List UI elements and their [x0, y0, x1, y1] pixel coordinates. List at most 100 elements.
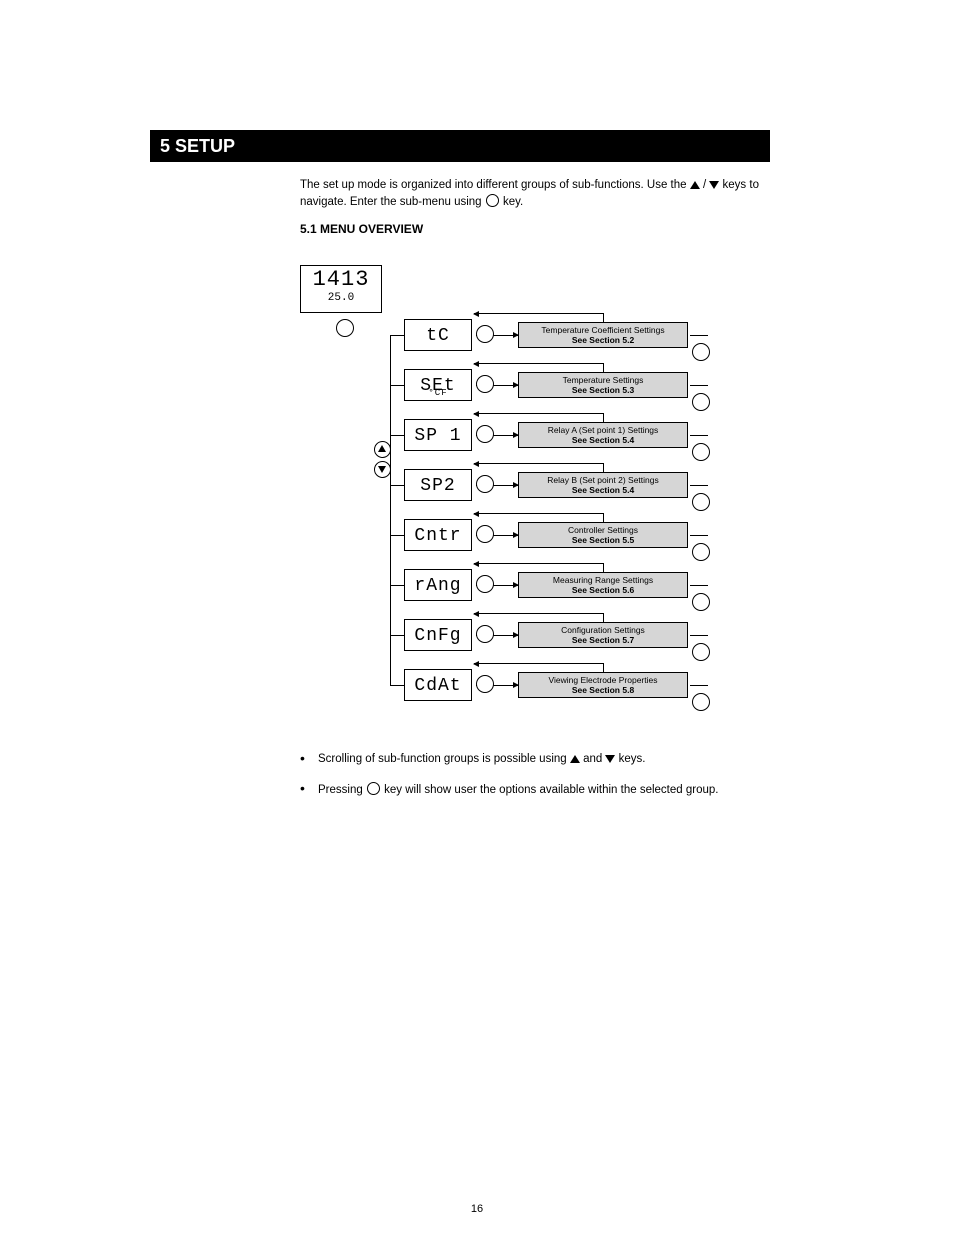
enter-icon	[692, 493, 710, 511]
list-item: • Scrolling of sub-function groups is po…	[300, 752, 770, 768]
return-arrow-line	[474, 613, 604, 614]
note-text: Scrolling of sub-function groups is poss…	[318, 752, 646, 768]
enter-icon	[476, 425, 494, 443]
connector-line	[690, 635, 708, 636]
enter-icon	[476, 675, 494, 693]
menu-description-see: See Section 5.4	[519, 435, 687, 445]
enter-icon	[476, 325, 494, 343]
menu-row: rAng Measuring Range Settings See Sectio…	[390, 569, 408, 603]
enter-icon	[476, 525, 494, 543]
menu-description-pill: Temperature Settings See Section 5.3	[518, 372, 688, 398]
return-arrow-line	[474, 463, 604, 464]
connector-line	[390, 685, 404, 686]
return-arrow-line	[474, 313, 604, 314]
menu-description-title: Temperature Settings	[563, 375, 644, 385]
connector-line	[690, 435, 708, 436]
enter-icon	[476, 575, 494, 593]
return-arrow-line	[474, 413, 604, 414]
menu-description-see: See Section 5.7	[519, 635, 687, 645]
connector-line	[690, 535, 708, 536]
section-header-text: 5 SETUP	[160, 136, 235, 156]
enter-icon	[476, 475, 494, 493]
connector-line	[390, 635, 404, 636]
menu-description-title: Temperature Coefficient Settings	[541, 325, 664, 335]
enter-icon	[692, 593, 710, 611]
enter-icon	[692, 643, 710, 661]
menu-description-see: See Section 5.5	[519, 535, 687, 545]
enter-icon	[692, 543, 710, 561]
enter-icon	[476, 375, 494, 393]
return-arrow-line	[474, 363, 604, 364]
intro-paragraph: The set up mode is organized into differ…	[300, 178, 770, 210]
connector-line	[690, 585, 708, 586]
menu-row: Cntr Controller Settings See Section 5.5	[390, 519, 408, 553]
connector-line	[390, 335, 404, 336]
menu-description-pill: Temperature Coefficient Settings See Sec…	[518, 322, 688, 348]
menu-row: CnFg Configuration Settings See Section …	[390, 619, 408, 653]
enter-icon	[692, 443, 710, 461]
connector-line	[690, 685, 708, 686]
menu-code-box: CnFg	[404, 619, 472, 651]
menu-description-pill: Configuration Settings See Section 5.7	[518, 622, 688, 648]
display-sub-value: 25.0	[301, 292, 381, 304]
menu-code-box: SP2	[404, 469, 472, 501]
connector-line	[690, 335, 708, 336]
enter-icon	[692, 393, 710, 411]
menu-row: SP 1 Relay A (Set point 1) Settings See …	[390, 419, 408, 453]
arrow-down-icon	[374, 461, 391, 478]
menu-code-box: Cntr	[404, 519, 472, 551]
bullet-icon: •	[300, 782, 318, 799]
menu-code-box: CdAt	[404, 669, 472, 701]
connector-line	[690, 385, 708, 386]
enter-icon	[692, 343, 710, 361]
menu-description-title: Relay A (Set point 1) Settings	[548, 425, 659, 435]
page-number: 16	[0, 1203, 954, 1215]
menu-code-box: SEt °CF	[404, 369, 472, 401]
list-item: • Pressing key will show user the option…	[300, 782, 770, 799]
menu-row: SP2 Relay B (Set point 2) Settings See S…	[390, 469, 408, 503]
menu-code-box: rAng	[404, 569, 472, 601]
menu-description-pill: Relay A (Set point 1) Settings See Secti…	[518, 422, 688, 448]
menu-description-pill: Measuring Range Settings See Section 5.6	[518, 572, 688, 598]
menu-overview-diagram: 1413 25.0 tC Temperature Coefficient Set…	[300, 265, 760, 725]
menu-description-see: See Section 5.2	[519, 335, 687, 345]
menu-description-see: See Section 5.6	[519, 585, 687, 595]
connector-line	[390, 535, 404, 536]
notes-list: • Scrolling of sub-function groups is po…	[300, 752, 770, 812]
menu-description-title: Viewing Electrode Properties	[549, 675, 658, 685]
enter-icon	[336, 319, 354, 337]
enter-icon	[692, 693, 710, 711]
measurement-display-box: 1413 25.0	[300, 265, 382, 313]
menu-row: tC Temperature Coefficient Settings See …	[390, 319, 408, 353]
connector-line	[390, 485, 404, 486]
connector-line	[390, 435, 404, 436]
menu-row: SEt °CF Temperature Settings See Section…	[390, 369, 408, 403]
connector-line	[390, 385, 404, 386]
menu-description-pill: Controller Settings See Section 5.5	[518, 522, 688, 548]
menu-code-sub: °CF	[405, 388, 471, 398]
menu-description-title: Measuring Range Settings	[553, 575, 653, 585]
menu-description-title: Relay B (Set point 2) Settings	[547, 475, 659, 485]
note-text: Pressing key will show user the options …	[318, 782, 718, 799]
enter-icon	[476, 625, 494, 643]
menu-description-title: Controller Settings	[568, 525, 638, 535]
menu-description-see: See Section 5.8	[519, 685, 687, 695]
return-arrow-line	[474, 513, 604, 514]
return-arrow-line	[474, 563, 604, 564]
section-header: 5 SETUP	[150, 130, 770, 162]
connector-line	[390, 585, 404, 586]
connector-line	[690, 485, 708, 486]
menu-description-pill: Viewing Electrode Properties See Section…	[518, 672, 688, 698]
menu-code-box: tC	[404, 319, 472, 351]
menu-description-title: Configuration Settings	[561, 625, 645, 635]
menu-overview-subheading: 5.1 MENU OVERVIEW	[300, 222, 423, 236]
menu-code-box: SP 1	[404, 419, 472, 451]
bullet-icon: •	[300, 752, 318, 768]
arrow-up-icon	[374, 441, 391, 458]
menu-row: CdAt Viewing Electrode Properties See Se…	[390, 669, 408, 703]
menu-description-see: See Section 5.4	[519, 485, 687, 495]
display-main-value: 1413	[301, 268, 381, 292]
menu-description-pill: Relay B (Set point 2) Settings See Secti…	[518, 472, 688, 498]
up-down-scroll-icons	[374, 441, 391, 481]
menu-description-see: See Section 5.3	[519, 385, 687, 395]
